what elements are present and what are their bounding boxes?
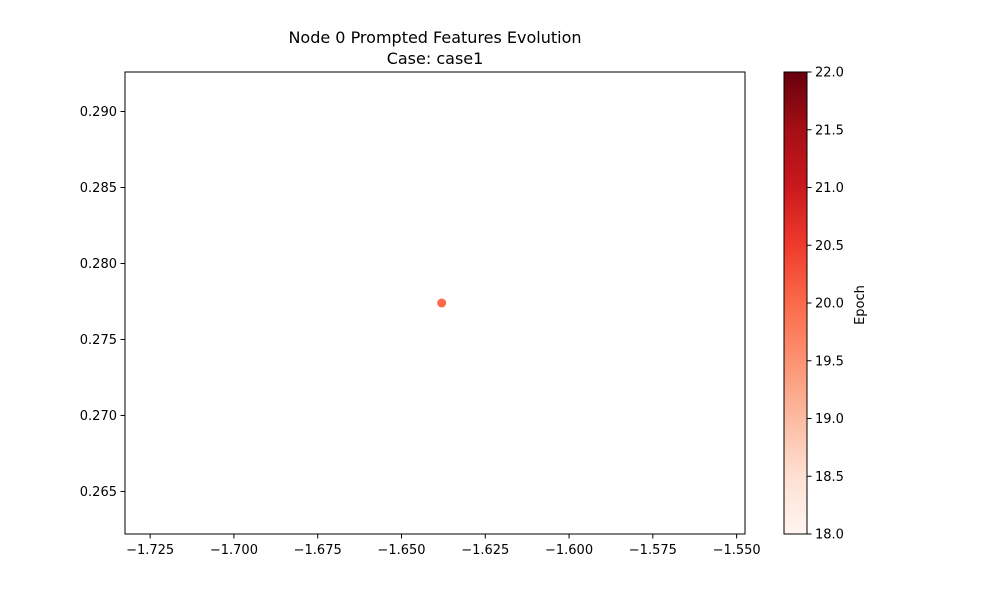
y-tick-label: 0.275 <box>80 333 117 348</box>
y-tick-label: 0.270 <box>80 409 117 424</box>
chart-subtitle: Case: case1 <box>387 49 484 68</box>
y-tick-label: 0.285 <box>80 181 117 196</box>
colorbar-tick-label: 19.0 <box>815 412 844 427</box>
colorbar-tick-label: 18.5 <box>815 470 844 485</box>
x-tick-label: −1.725 <box>126 543 174 558</box>
plot-frame <box>124 71 746 535</box>
colorbar-bar <box>783 71 808 535</box>
data-point <box>437 298 447 308</box>
x-tick-label: −1.575 <box>629 543 677 558</box>
y-tick-label: 0.290 <box>80 105 117 120</box>
plot-area: −1.725 −1.700 −1.675 −1.650 −1.625 −1.600 −1.5… <box>80 71 761 558</box>
colorbar-tick-label: 18.0 <box>815 528 844 543</box>
colorbar-label: Epoch <box>853 285 868 325</box>
colorbar-tick-label: 22.0 <box>815 66 844 81</box>
chart-title: Node 0 Prompted Features Evolution <box>288 28 581 47</box>
colorbar-tick-label: 20.0 <box>815 297 844 312</box>
colorbar-tick-label: 21.5 <box>815 123 844 138</box>
x-tick-label: −1.625 <box>461 543 509 558</box>
x-tick-label: −1.650 <box>377 543 425 558</box>
x-tick-label: −1.675 <box>294 543 342 558</box>
colorbar: 18.0 18.5 19.0 19.5 20.0 20.5 21.0 21.5 22.0 <box>783 66 844 543</box>
colorbar-tick-label: 19.5 <box>815 354 844 369</box>
x-tick-label: −1.550 <box>713 543 761 558</box>
colorbar-tick-label: 21.0 <box>815 181 844 196</box>
x-tick-label: −1.700 <box>210 543 258 558</box>
colorbar-tick-label: 20.5 <box>815 239 844 254</box>
y-tick-label: 0.265 <box>80 485 117 500</box>
y-tick-label: 0.280 <box>80 257 117 272</box>
x-tick-label: −1.600 <box>545 543 593 558</box>
